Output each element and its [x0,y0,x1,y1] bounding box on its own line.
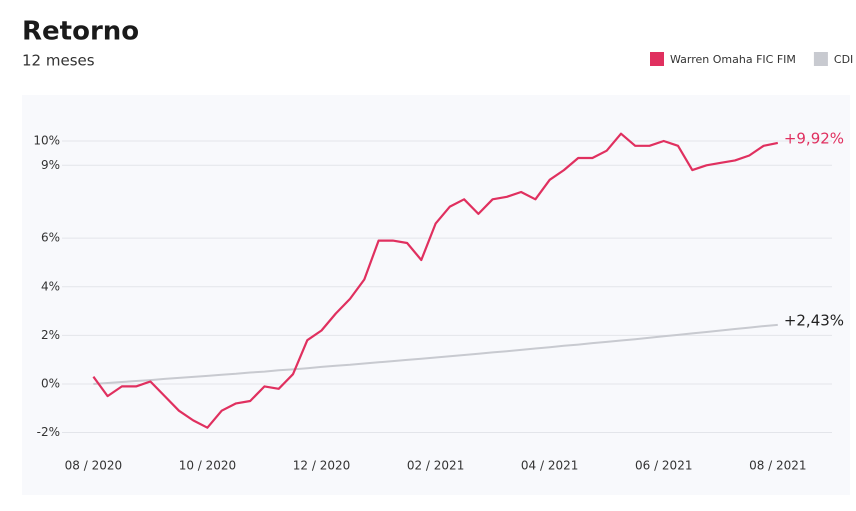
x-tick-label: 04 / 2021 [521,459,578,473]
y-tick-label: 10% [33,133,60,147]
x-tick-label: 08 / 2020 [65,459,122,473]
end-label: +2,43% [784,311,844,329]
series-line [92,132,779,429]
y-tick-label: 4% [41,279,60,293]
legend-swatch [650,52,664,66]
end-label: +9,92% [784,129,844,147]
chart-subtitle: 12 meses [22,52,95,70]
legend-label: CDI [834,53,853,66]
x-tick-label: 10 / 2020 [179,459,236,473]
legend-swatch [813,52,828,66]
x-tick-label: 06 / 2021 [635,459,692,473]
y-tick-label: -2% [37,425,60,439]
y-tick-label: 2% [41,328,60,342]
x-tick-label: 08 / 2021 [749,459,806,473]
y-tick-label: 9% [41,158,60,172]
plot-background [22,95,850,495]
legend-label: Warren Omaha FIC FIM [670,53,796,66]
series-line [93,323,778,385]
y-tick-label: 6% [41,231,60,245]
x-tick-label: 02 / 2021 [407,459,464,473]
x-tick-label: 12 / 2020 [293,459,350,473]
chart-title: Retorno [22,17,139,47]
y-tick-label: 0% [41,376,60,390]
